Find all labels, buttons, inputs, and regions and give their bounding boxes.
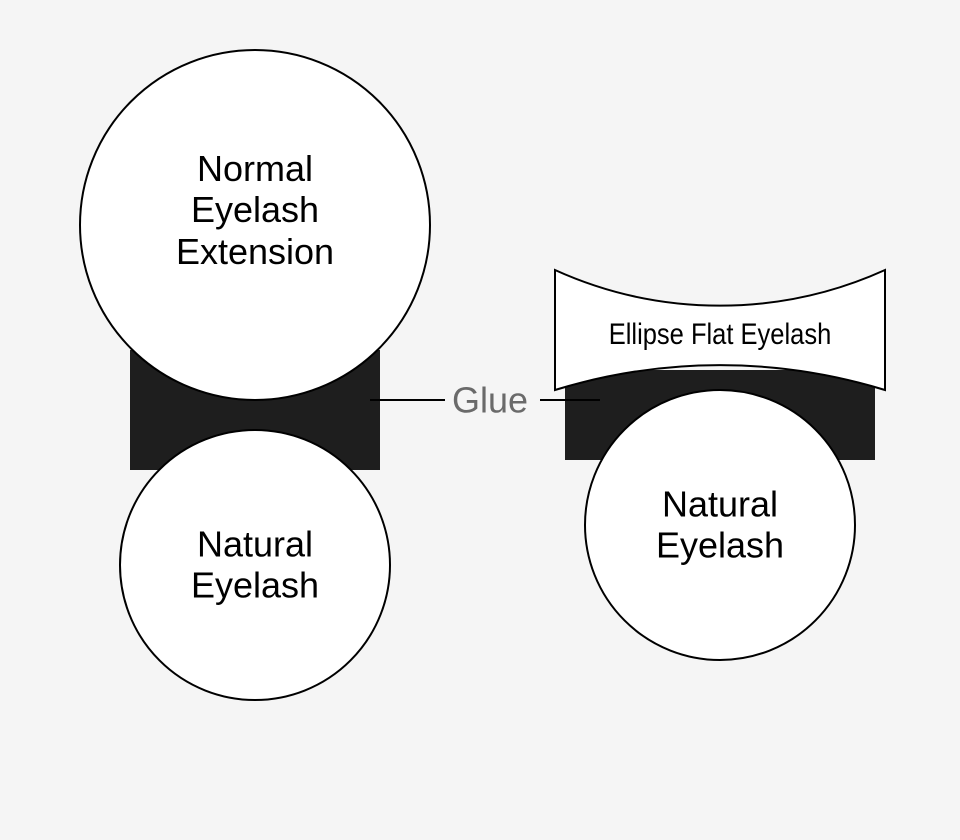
label-normal-extension: Normal Eyelash Extension [176,148,334,272]
label-ellipse-flat: Ellipse Flat Eyelash [609,318,832,353]
label-natural-right: Natural Eyelash [656,484,784,567]
label-natural-left: Natural Eyelash [191,524,319,607]
label-glue: Glue [452,379,528,420]
diagram-stage: Normal Eyelash Extension Natural Eyelash… [0,0,960,840]
